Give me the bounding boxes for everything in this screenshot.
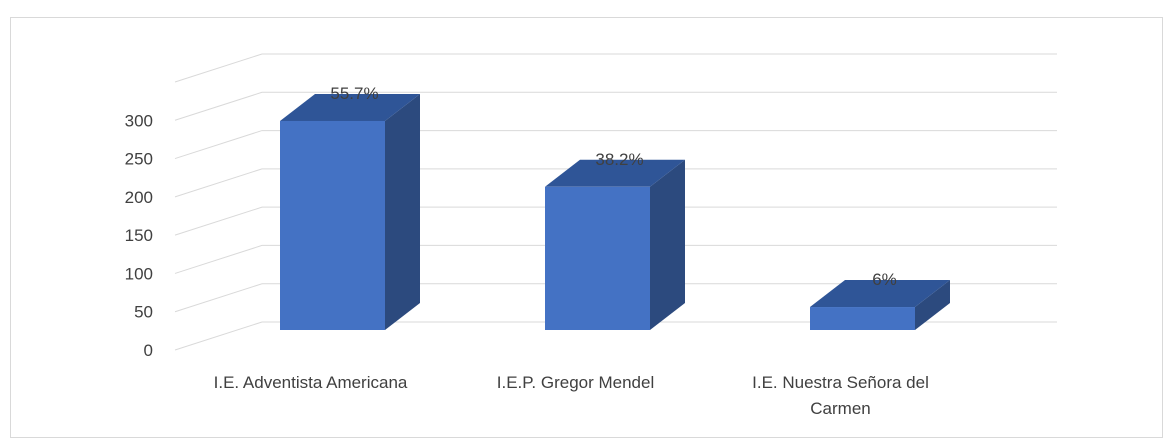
data-label: 6% [872,270,897,289]
bar-top [545,159,685,187]
bar-front [810,307,915,330]
x-tick-label: I.E.P. Gregor Mendel [497,373,655,392]
grid-line [174,168,1057,198]
grid-line [174,91,1057,121]
bar [545,159,685,330]
grid-line [174,321,1057,351]
y-tick-label: 100 [125,264,153,283]
bar-front [545,186,650,330]
grid-line [174,244,1057,274]
bar-top [810,280,950,308]
x-tick-label-line: I.E. Adventista Americana [214,373,408,392]
bar-side [650,159,685,330]
bar-side [385,93,420,331]
bar-side [915,280,950,330]
y-tick-label: 0 [144,341,153,360]
y-tick-label: 300 [125,111,153,130]
grid-line [174,130,1057,160]
bar [280,93,420,331]
x-tick-label-line: Carmen [810,399,870,418]
y-tick-label: 200 [125,188,153,207]
grid-line [174,206,1057,236]
x-tick-label: I.E. Adventista Americana [214,373,408,392]
bar-top [280,93,420,121]
y-tick-label: 250 [125,150,153,169]
bar-front [280,120,385,331]
grid-line [174,53,1057,83]
x-tick-label-line: I.E.P. Gregor Mendel [497,373,655,392]
data-label: 38.2% [595,150,643,169]
x-tick-label-line: I.E. Nuestra Señora del [752,373,929,392]
bar [810,280,950,330]
grid-line [174,283,1057,313]
x-tick-label: I.E. Nuestra Señora del Carmen [752,373,929,418]
y-tick-label: 50 [134,303,153,322]
y-tick-label: 150 [125,226,153,245]
data-label: 55.7% [330,84,378,103]
